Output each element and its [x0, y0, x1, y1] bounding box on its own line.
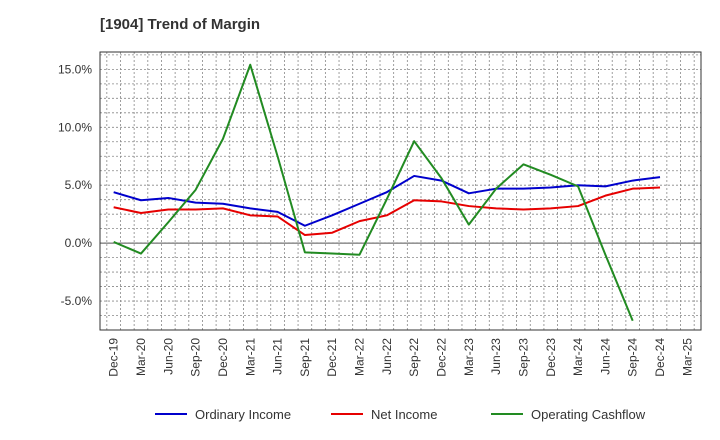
x-tick-label: Sep-24 — [626, 338, 640, 377]
x-tick-label: Sep-21 — [298, 338, 312, 377]
series-lines — [113, 63, 661, 322]
x-tick-label: Dec-20 — [216, 338, 230, 377]
y-tick-label: 10.0% — [58, 120, 92, 134]
x-tick-label: Mar-20 — [134, 338, 148, 376]
x-tick-label: Dec-24 — [653, 338, 667, 377]
x-tick-label: Jun-22 — [380, 338, 394, 375]
y-axis-ticks: -5.0% 0.0% 5.0% 10.0% 15.0% — [58, 62, 92, 308]
legend-label: Net Income — [371, 407, 437, 422]
chart-title: [1904] Trend of Margin — [100, 16, 260, 33]
y-tick-label: -5.0% — [61, 294, 93, 308]
x-tick-label: Mar-25 — [680, 338, 694, 376]
x-tick-label: Mar-23 — [462, 338, 476, 376]
x-tick-label: Sep-22 — [407, 338, 421, 377]
series-line-0 — [113, 174, 661, 227]
y-tick-label: 15.0% — [58, 62, 92, 76]
legend: Ordinary Income Net Income Operating Cashf… — [155, 407, 646, 422]
legend-label: Ordinary Income — [195, 407, 291, 422]
grid-lines — [100, 52, 701, 330]
plot-area — [99, 51, 702, 331]
x-tick-label: Mar-22 — [353, 338, 367, 376]
x-tick-label: Mar-21 — [243, 338, 257, 376]
x-tick-label: Jun-24 — [598, 338, 612, 375]
x-tick-label: Dec-19 — [107, 338, 121, 377]
legend-label: Operating Cashflow — [531, 407, 646, 422]
x-tick-label: Jun-21 — [271, 338, 285, 375]
x-tick-label: Jun-23 — [489, 338, 503, 375]
series-line-2 — [113, 63, 634, 322]
x-tick-label: Jun-20 — [161, 338, 175, 375]
x-axis-ticks: Dec-19 Mar-20 Jun-20 Sep-20 Dec-20 Mar-21 Jun-… — [107, 338, 695, 377]
series-line-1 — [113, 186, 661, 237]
x-tick-label: Dec-22 — [434, 338, 448, 377]
x-tick-label: Dec-23 — [544, 338, 558, 377]
x-tick-label: Sep-23 — [516, 338, 530, 377]
x-tick-label: Dec-21 — [325, 338, 339, 377]
x-tick-label: Mar-24 — [571, 338, 585, 376]
y-tick-label: 0.0% — [65, 236, 93, 250]
y-tick-label: 5.0% — [65, 178, 93, 192]
x-tick-label: Sep-20 — [189, 338, 203, 377]
